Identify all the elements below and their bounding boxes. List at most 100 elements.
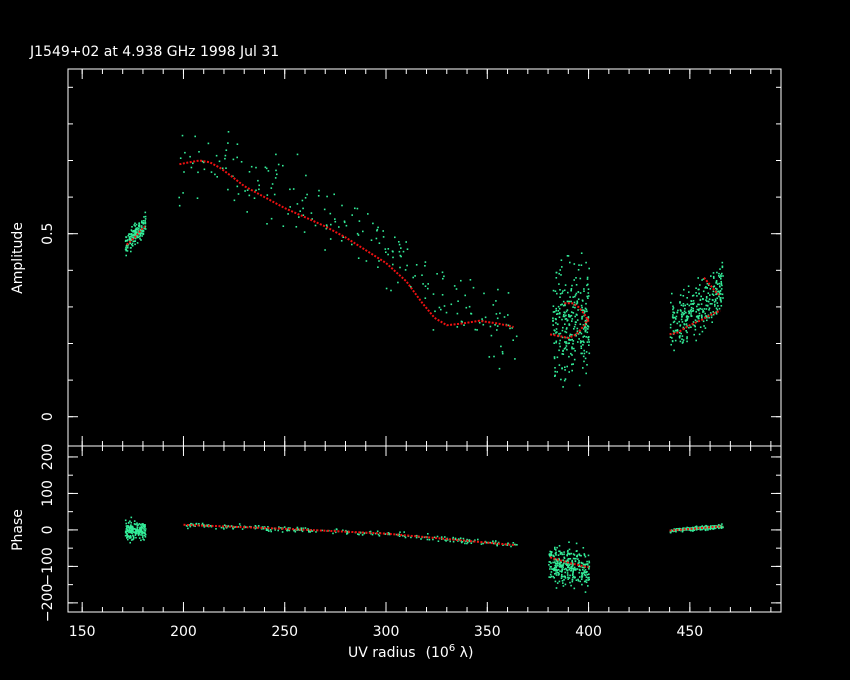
amplitude-data-point <box>375 237 378 240</box>
amplitude-data-point <box>696 295 698 297</box>
amplitude-data-point <box>706 300 708 302</box>
phase-data-point <box>124 519 127 522</box>
amplitude-data-point <box>567 300 569 303</box>
phase-data-point <box>132 536 135 539</box>
amplitude-data-point <box>566 255 569 257</box>
amplitude-data-point <box>570 288 573 290</box>
x-axis-label: UV radius (106 λ) <box>348 643 473 661</box>
amplitude-model-segment <box>179 159 514 328</box>
phase-data-point <box>128 531 130 534</box>
phase-data-point <box>588 568 590 570</box>
amplitude-data-point <box>134 237 137 240</box>
amplitude-data-point <box>681 321 684 323</box>
amplitude-data-point <box>586 341 589 343</box>
amplitude-data-point <box>132 231 134 233</box>
amplitude-data-point <box>573 279 575 281</box>
amplitude-data-point <box>496 325 499 327</box>
amplitude-data-point <box>720 278 722 280</box>
phase-data-point <box>568 548 571 551</box>
amplitude-data-point <box>398 250 401 253</box>
amplitude-data-point <box>691 295 694 297</box>
amplitude-data-point <box>682 303 685 305</box>
phase-data-point <box>674 528 677 531</box>
phase-data-point <box>137 534 140 537</box>
phase-data-point <box>555 587 558 589</box>
amplitude-data-point <box>125 254 127 257</box>
amplitude-data-point <box>135 232 138 234</box>
amplitude-data-point <box>683 310 686 313</box>
phase-data-point <box>561 553 564 556</box>
phase-data-point <box>140 525 143 527</box>
amplitude-data-point <box>685 323 688 325</box>
amplitude-data-point <box>140 230 142 232</box>
amplitude-data-point <box>568 314 570 316</box>
amplitude-data-point <box>406 264 408 267</box>
amplitude-data-point <box>427 283 429 285</box>
amplitude-data-point <box>127 245 129 247</box>
amplitude-data-point <box>702 290 705 293</box>
amplitude-data-point <box>565 310 568 313</box>
amplitude-data-point <box>184 151 186 154</box>
phase-data-point <box>142 538 144 540</box>
phase-data-point <box>308 531 310 533</box>
amplitude-data-point <box>575 313 578 316</box>
phase-data-point <box>124 530 127 533</box>
amplitude-data-point <box>564 369 566 371</box>
phase-data-point <box>232 528 234 530</box>
amplitude-data-point <box>558 349 560 352</box>
phase-data-point <box>141 530 144 533</box>
phase-data-point <box>588 573 590 575</box>
amplitude-data-point <box>575 303 578 305</box>
amplitude-data-point <box>144 211 147 214</box>
amplitude-data-point <box>558 307 561 310</box>
phase-data-point <box>433 536 436 539</box>
phase-data-point <box>263 526 266 528</box>
amplitude-data-point <box>553 356 556 358</box>
amplitude-data-point <box>583 341 585 344</box>
phase-data-point <box>294 529 296 531</box>
phase-data-point <box>556 569 558 572</box>
amplitude-data-point <box>207 142 210 145</box>
amplitude-data-point <box>690 311 693 313</box>
amplitude-data-point <box>138 225 141 228</box>
amplitude-data-point <box>715 280 718 282</box>
phase-data-point <box>557 562 559 564</box>
amplitude-data-point <box>196 197 199 199</box>
phase-data-point <box>436 535 439 538</box>
phase-data-point <box>578 571 580 574</box>
amplitude-data-point <box>131 234 134 236</box>
amplitude-data-point <box>495 300 497 302</box>
phase-data-point <box>555 552 557 555</box>
amplitude-data-point <box>695 287 697 289</box>
amplitude-data-point <box>672 317 674 319</box>
amplitude-data-point <box>497 288 499 291</box>
amplitude-data-point <box>224 157 226 160</box>
phase-data-point <box>241 528 244 530</box>
phase-data-point <box>143 529 145 531</box>
amplitude-data-point <box>715 307 718 310</box>
amplitude-data-point <box>671 337 673 339</box>
amplitude-data-point <box>438 306 441 309</box>
amplitude-data-point <box>398 241 400 243</box>
amplitude-data-point <box>556 371 558 373</box>
amplitude-data-point <box>561 303 563 306</box>
phase-data-point <box>512 542 515 544</box>
phase-data-point <box>582 564 585 566</box>
amplitude-model-segment <box>703 276 721 297</box>
amplitude-data-point <box>140 221 143 224</box>
phase-data-point <box>699 529 702 531</box>
phase-data-point <box>675 530 677 533</box>
phase-tick-label: 0 <box>40 525 56 534</box>
amplitude-data-point <box>581 309 583 311</box>
amplitude-data-point <box>679 340 682 343</box>
amplitude-data-point <box>255 166 257 169</box>
amplitude-data-point <box>564 312 566 314</box>
phase-data-point <box>444 536 446 538</box>
amplitude-data-point <box>719 292 721 295</box>
amplitude-tick-label: 0 <box>40 412 56 421</box>
amplitude-data-point <box>457 300 459 302</box>
amplitude-data-point <box>132 237 135 240</box>
phase-data-point <box>559 552 562 554</box>
amplitude-data-point <box>135 223 138 226</box>
amplitude-data-point <box>683 312 685 315</box>
